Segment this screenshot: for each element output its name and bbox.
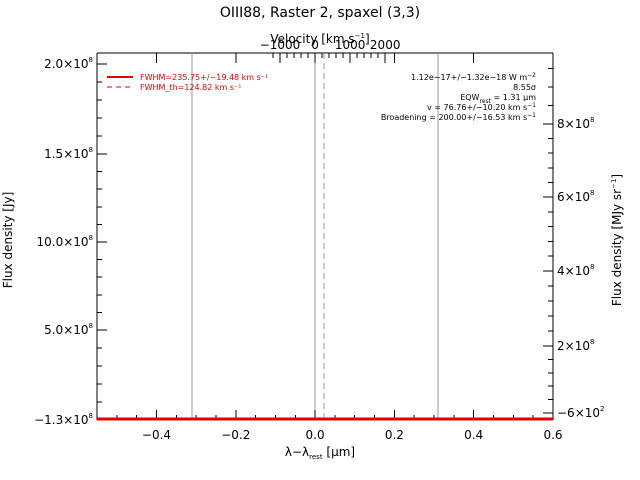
y-tick-label-left: 2.0×108 [44,56,93,71]
reference-lines [191,53,439,420]
fit-annotation: EQWrest = 1.31 μm [460,93,536,105]
right-axis: −6×102 2×108 4×108 6×108 8×108 [543,68,604,420]
x-tick-label: −0.4 [142,428,171,442]
x-tick-label: 0.0 [306,428,325,442]
y-axis-label-right: Flux density [MJy sr−1] [610,174,624,306]
y-tick-label-right: 4×108 [557,263,594,278]
y-tick-label-right: 8×108 [557,116,594,131]
top-axis: −1000 0 1000 2000 [260,38,401,63]
fit-annotation: Broadening = 200.00+/−16.53 km s−1 [381,112,536,122]
legend-label: FWHM_th=124.82 km s⁻¹ [140,83,241,92]
x-tick-label: 0.2 [385,428,404,442]
legend: FWHM=235.75+/−19.48 km s⁻¹FWHM_th=124.82… [107,73,268,92]
x-axis-label: λ−λrest [μm] [285,445,355,461]
bottom-axis: −0.4 −0.2 0.0 0.2 0.4 0.6 [96,53,563,442]
velocity-tick-label: 0 [311,38,319,52]
top-axis-label: Velocity [km s−1] [270,32,369,46]
x-tick-label: −0.2 [221,428,250,442]
fit-annotation: v = 76.76+/−10.20 km s−1 [427,102,536,112]
y-tick-label-right: −6×102 [557,405,604,420]
x-tick-label: 0.6 [543,428,562,442]
y-tick-label-left: 5.0×108 [44,322,93,337]
velocity-tick-label: 1000 [335,38,366,52]
velocity-tick-label: 2000 [370,38,401,52]
fit-annotation: 8.55σ [513,83,536,92]
legend-label: FWHM=235.75+/−19.48 km s⁻¹ [140,73,268,82]
y-axis-label-left: Flux density [Jy] [1,192,15,289]
left-axis: −1.3×108 5.0×108 10.0×108 1.5×108 2.0×108 [34,56,107,427]
velocity-tick-label: −1000 [260,38,301,52]
chart-title: OIII88, Raster 2, spaxel (3,3) [220,5,420,21]
y-tick-label-right: 6×108 [557,189,594,204]
y-tick-label-left: 10.0×108 [36,234,93,249]
y-tick-label-left: 1.5×108 [44,146,93,161]
fit-annotation: 1.12e−17+/−1.32e−18 W m−2 [411,72,536,82]
y-tick-label-left: −1.3×108 [34,412,93,427]
x-tick-label: 0.4 [464,428,483,442]
y-tick-label-right: 2×108 [557,338,594,353]
